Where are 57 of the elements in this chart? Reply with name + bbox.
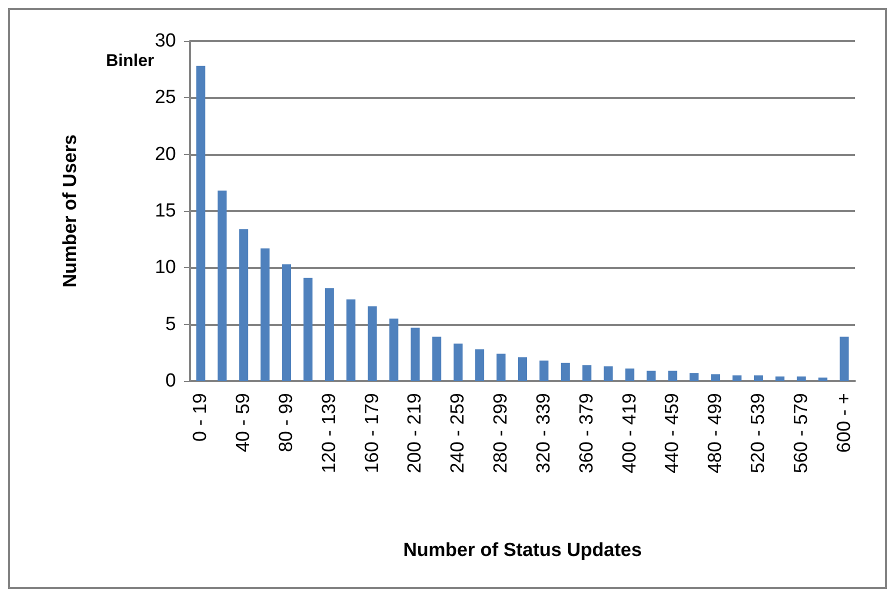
bar (303, 278, 312, 381)
x-tick-label: 480 - 499 (705, 393, 726, 474)
x-tick-label: 560 - 579 (790, 393, 812, 474)
x-tick-label: 240 - 259 (448, 393, 469, 474)
bar (324, 288, 334, 381)
bar (711, 374, 720, 381)
bar (560, 362, 570, 381)
bar (454, 344, 463, 381)
bar (775, 376, 784, 381)
x-tick-label: 440 - 459 (662, 393, 684, 474)
bar (389, 318, 398, 381)
bar (754, 375, 763, 381)
text: Binler (106, 51, 155, 70)
y-tick-label: 0 (165, 370, 176, 392)
x-tick-label: 160 - 179 (362, 393, 383, 474)
bar (432, 336, 442, 381)
x-tick-label: 400 - 419 (619, 393, 640, 474)
x-tick-label: 280 - 299 (490, 393, 512, 474)
bar (218, 190, 227, 381)
bar (260, 248, 270, 381)
bar (368, 306, 377, 381)
y-tick-label: 15 (154, 200, 176, 222)
x-tick-label: 520 - 539 (748, 393, 769, 474)
bar (690, 373, 699, 381)
x-tick-label: 200 - 219 (404, 393, 426, 474)
bar (539, 360, 548, 381)
bar (475, 349, 484, 381)
x-axis-title: Number of Status Updates (403, 540, 642, 561)
bar (239, 229, 248, 381)
bar (796, 376, 806, 381)
bar (625, 368, 634, 381)
bar (818, 378, 828, 381)
y-tick-label: 25 (154, 87, 176, 108)
bar (840, 336, 849, 381)
bar (604, 366, 613, 381)
x-tick-label: 600 - + (834, 393, 855, 453)
bar (410, 328, 420, 381)
bar (668, 370, 678, 381)
x-tick-label: 80 - 99 (276, 393, 298, 452)
bar (282, 264, 292, 381)
bar (196, 66, 206, 381)
x-tick-label: 0 - 19 (190, 393, 212, 442)
x-tick-label: 320 - 339 (533, 393, 554, 474)
bar (646, 370, 656, 381)
y-tick-label: 5 (165, 314, 176, 335)
y-tick-label: 10 (154, 257, 176, 278)
x-tick-label: 120 - 139 (318, 393, 340, 474)
x-tick-label: 360 - 379 (576, 393, 598, 474)
bar (496, 354, 506, 381)
y-axis-title: Number of Users (60, 134, 81, 288)
bar (582, 365, 592, 381)
bar (732, 375, 742, 381)
bar (518, 357, 527, 381)
y-tick-label: 20 (154, 144, 176, 165)
y-tick-label: 30 (154, 30, 176, 52)
x-tick-label: 40 - 59 (233, 393, 254, 452)
bar (346, 299, 356, 381)
